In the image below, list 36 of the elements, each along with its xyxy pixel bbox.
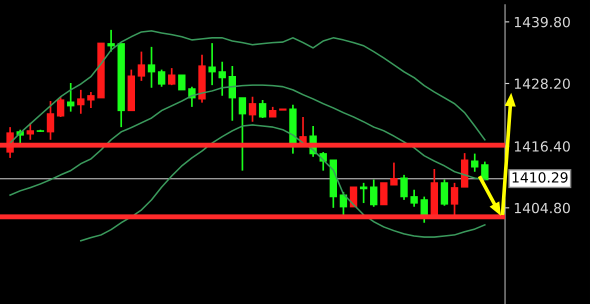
candlestick bbox=[26, 122, 34, 141]
candlestick bbox=[208, 42, 216, 86]
candlestick bbox=[360, 182, 368, 204]
line-series bbox=[80, 124, 486, 242]
candlestick bbox=[390, 162, 398, 186]
candlestick bbox=[350, 186, 358, 208]
candlestick bbox=[481, 160, 489, 181]
candlestick bbox=[471, 152, 478, 173]
ref-line-label: 1410.29 bbox=[512, 172, 568, 183]
candlestick bbox=[107, 29, 115, 52]
candlestick bbox=[158, 68, 166, 88]
y-tick-label: 1416.40 bbox=[514, 141, 570, 152]
candlestick bbox=[258, 99, 266, 119]
candlestick bbox=[77, 89, 84, 115]
candlestick bbox=[148, 46, 156, 89]
candlestick bbox=[46, 100, 54, 141]
y-tick-label: 1428.20 bbox=[514, 78, 570, 89]
candlestick bbox=[218, 60, 226, 97]
candlestick bbox=[440, 178, 448, 207]
candlestick bbox=[67, 82, 74, 112]
candlestick bbox=[340, 191, 348, 216]
candlestick bbox=[370, 178, 378, 208]
candlestick bbox=[87, 91, 95, 109]
candlestick bbox=[400, 174, 408, 201]
y-tick-label: 1439.80 bbox=[514, 16, 570, 28]
candlestick bbox=[56, 96, 64, 118]
candlestick bbox=[380, 182, 388, 206]
candlestick bbox=[138, 50, 146, 82]
y-tick-label: 1404.80 bbox=[514, 202, 570, 214]
candlestick bbox=[228, 65, 236, 122]
candlestick bbox=[410, 188, 418, 208]
candlestick bbox=[269, 106, 276, 118]
candlestick bbox=[248, 96, 256, 123]
candlestick bbox=[168, 67, 176, 86]
candlestick bbox=[178, 74, 186, 90]
candlestick bbox=[238, 97, 246, 172]
